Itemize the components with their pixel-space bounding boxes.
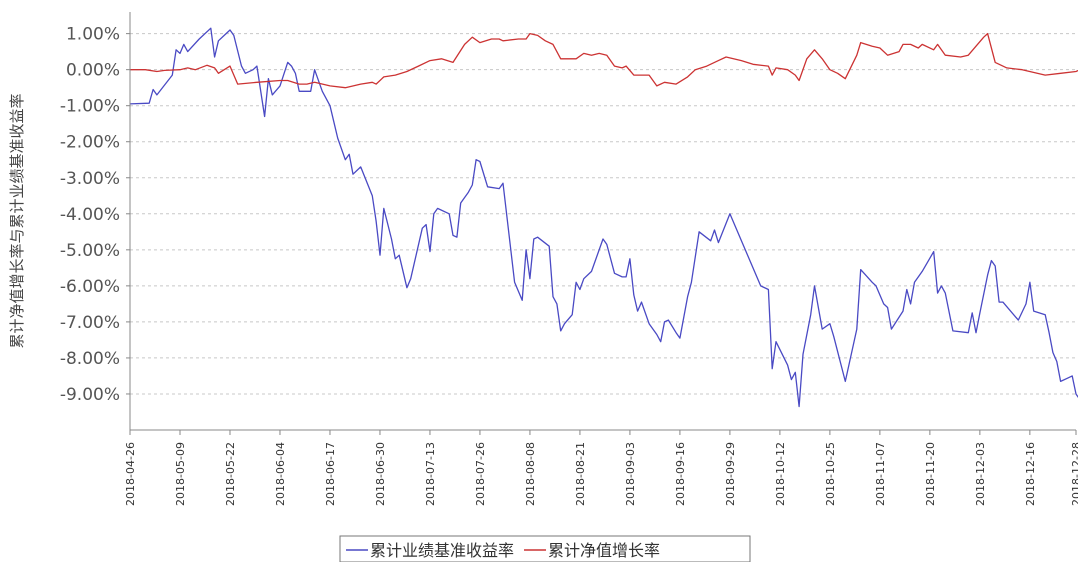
x-tick-label: 2018-12-03 xyxy=(974,442,987,506)
x-tick-label: 2018-08-21 xyxy=(574,442,587,506)
y-tick-label: -6.00% xyxy=(60,277,120,297)
x-tick-label: 2018-11-20 xyxy=(924,442,937,506)
x-tick-label: 2018-09-16 xyxy=(674,442,687,506)
y-tick-label: -9.00% xyxy=(60,385,120,405)
x-tick-label: 2018-08-08 xyxy=(524,442,537,506)
y-tick-label: -4.00% xyxy=(60,205,120,225)
x-tick-label: 2018-07-13 xyxy=(424,442,437,506)
x-tick-label: 2018-05-09 xyxy=(174,442,187,506)
y-tick-label: 0.00% xyxy=(66,61,120,81)
y-tick-label: -8.00% xyxy=(60,349,120,369)
y-tick-label: 1.00% xyxy=(66,25,120,45)
y-tick-label: -1.00% xyxy=(60,97,120,117)
x-tick-label: 2018-09-03 xyxy=(624,442,637,506)
gridlines xyxy=(130,33,1076,395)
x-tick-label: 2018-06-17 xyxy=(324,442,337,506)
legend-label-2: 累计净值增长率 xyxy=(548,541,660,560)
x-tick-label: 2018-12-28 xyxy=(1070,442,1078,506)
x-tick-label: 2018-04-26 xyxy=(124,442,137,506)
series-lines xyxy=(129,27,1078,408)
legend-box xyxy=(339,535,751,562)
x-axis-ticks: 2018-04-26 2018-05-09 2018-05-22 2018-06-04… xyxy=(124,430,1078,506)
x-tick-label: 2018-06-04 xyxy=(274,442,287,506)
x-tick-label: 2018-10-25 xyxy=(824,442,837,506)
y-axis-label: 累计净值增长率与累计业绩基准收益率 xyxy=(8,93,26,348)
x-tick-label: 2018-09-29 xyxy=(724,442,737,506)
y-tick-label: -5.00% xyxy=(60,241,120,261)
series-line-1 xyxy=(129,27,1078,408)
x-tick-label: 2018-05-22 xyxy=(224,442,237,506)
x-tick-label: 2018-10-12 xyxy=(774,442,787,506)
series-line-2 xyxy=(130,32,1078,89)
y-tick-label: -2.00% xyxy=(60,133,120,153)
y-tick-label: -7.00% xyxy=(60,313,120,333)
x-tick-label: 2018-11-07 xyxy=(874,442,887,506)
y-axis-ticks: 1.00% 0.00% -1.00% -2.00% -3.00% -4.00% -5.00%… xyxy=(60,25,130,405)
x-tick-label: 2018-12-16 xyxy=(1024,442,1037,506)
x-tick-label: 2018-07-26 xyxy=(474,442,487,506)
legend: 累计业绩基准收益率 累计净值增长率 xyxy=(339,535,751,562)
x-tick-label: 2018-06-30 xyxy=(374,442,387,506)
y-tick-label: -3.00% xyxy=(60,169,120,189)
legend-label-1: 累计业绩基准收益率 xyxy=(370,541,514,560)
